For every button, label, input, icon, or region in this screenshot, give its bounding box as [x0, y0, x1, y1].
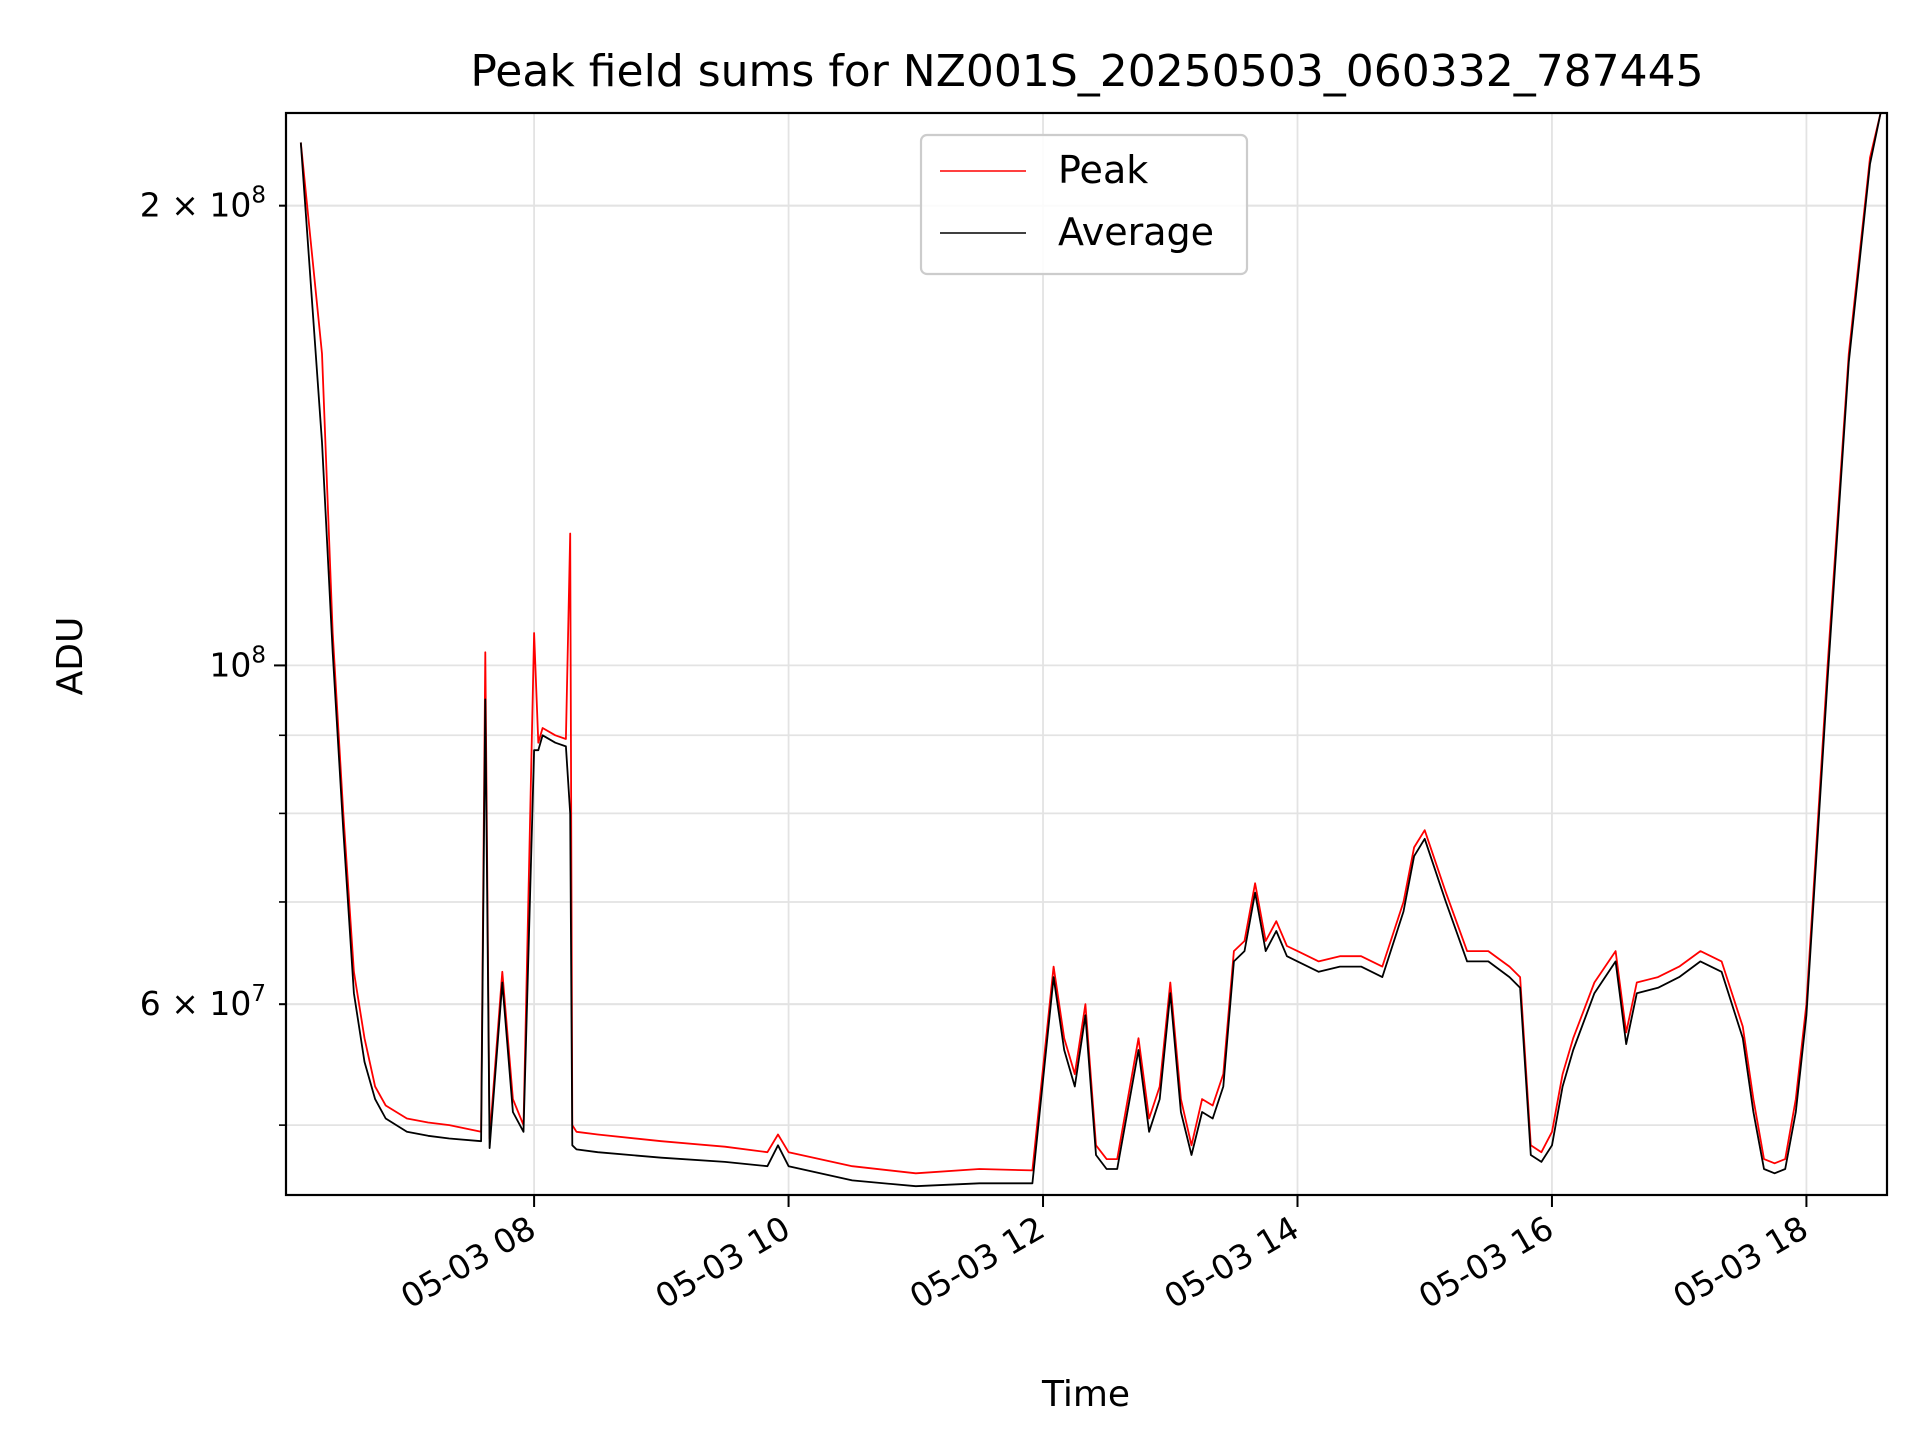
y-tick-label: 6 × 107 — [140, 981, 266, 1023]
y-tick-label-base: 10 — [209, 645, 251, 684]
y-tick-label-exponent: 8 — [251, 183, 266, 209]
legend-label-peak: Peak — [1058, 148, 1148, 192]
y-axis-label: ADU — [50, 617, 91, 696]
legend: Peak Average — [919, 133, 1249, 276]
legend-frame — [919, 133, 1249, 276]
chart-title: Peak field sums for NZ001S_20250503_0603… — [470, 46, 1703, 97]
series-line-peak — [299, 112, 1882, 1175]
x-axis-label: Time — [1041, 1374, 1130, 1415]
x-tick-label: 05-03 16 — [1412, 1208, 1560, 1316]
x-tick-label: 05-03 12 — [903, 1208, 1051, 1316]
y-tick-label-exponent: 7 — [251, 981, 266, 1007]
y-tick-label: 108 — [209, 642, 266, 684]
series-layer — [299, 112, 1882, 1188]
plot-frame — [284, 111, 1889, 1197]
x-tick-label: 05-03 14 — [1157, 1208, 1305, 1316]
tick-layer: 05-03 08 05-03 10 05-03 12 05-03 14 05-03 16… — [140, 183, 1815, 1316]
legend-label-average: Average — [1058, 210, 1214, 254]
y-tick-label: 2 × 108 — [140, 183, 266, 225]
y-tick-label-base: 6 × 10 — [140, 984, 252, 1023]
series-line-average — [299, 112, 1882, 1188]
y-tick-label-base: 2 × 10 — [140, 186, 252, 225]
x-tick-label: 05-03 18 — [1666, 1208, 1814, 1316]
x-tick-label: 05-03 08 — [394, 1208, 542, 1316]
x-tick-label: 05-03 10 — [649, 1208, 797, 1316]
y-tick-label-exponent: 8 — [251, 642, 266, 668]
